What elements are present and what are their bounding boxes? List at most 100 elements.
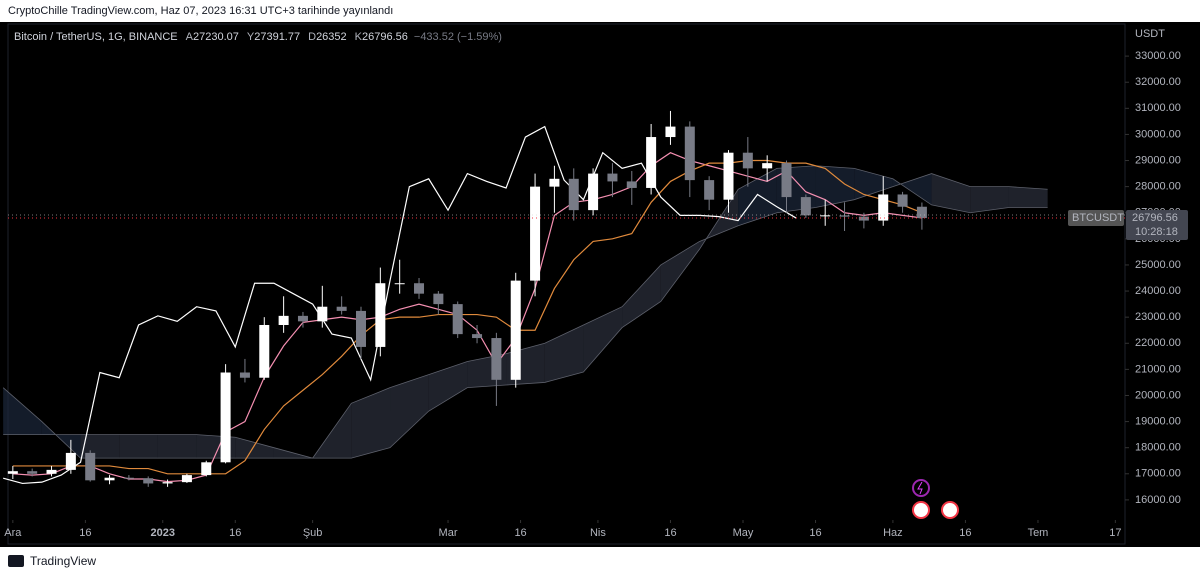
cloud-edge <box>3 173 1048 459</box>
price-badge-countdown: 10:28:18 <box>1135 226 1178 238</box>
candle-body <box>839 215 850 217</box>
candle-body <box>820 215 831 217</box>
candle-body <box>781 163 792 198</box>
x-tick-label: 16 <box>959 527 971 539</box>
x-tick-label: 16 <box>514 527 526 539</box>
candle-body <box>394 283 405 285</box>
candle-body <box>704 180 715 200</box>
candle-body <box>568 178 579 211</box>
candle-body <box>510 280 521 380</box>
chart: Bitcoin / TetherUS, 1G, BINANCE A27230.07… <box>0 22 1200 547</box>
legend-item: −433.52 (−1.59%) <box>414 31 502 43</box>
candle-body <box>239 372 250 378</box>
y-tick-label: 17000.00 <box>1135 468 1181 480</box>
cloud-segment <box>583 306 623 372</box>
candle-body <box>297 315 308 322</box>
candle-body <box>665 126 676 138</box>
legend-item: A <box>186 31 194 43</box>
y-tick-label: 30000.00 <box>1135 128 1181 140</box>
x-tick-label: 16 <box>809 527 821 539</box>
x-tick-label: Mar <box>439 527 458 539</box>
cloud-segment <box>235 437 274 459</box>
x-tick-label: 16 <box>79 527 91 539</box>
legend-item: Bitcoin / TetherUS, 1G, BINANCE <box>14 31 178 43</box>
cloud-segment <box>390 374 429 448</box>
x-tick-label: Haz <box>883 527 903 539</box>
candle-body <box>452 304 463 335</box>
x-tick-label: Ara <box>4 527 22 539</box>
candle-body <box>626 181 637 188</box>
candle-body <box>181 475 192 483</box>
legend: Bitcoin / TetherUS, 1G, BINANCE A27230.07… <box>14 31 502 43</box>
y-tick-label: 24000.00 <box>1135 285 1181 297</box>
cloud-segment <box>622 264 661 328</box>
candle-body <box>65 452 76 470</box>
indicator-line <box>12 159 923 475</box>
candle-body <box>7 471 18 474</box>
x-tick-label: Tem <box>1028 527 1049 539</box>
price-badge-value: 26796.56 <box>1132 212 1178 224</box>
candle-body <box>800 197 811 216</box>
cloud-segment <box>854 168 893 200</box>
price-badge <box>1126 210 1188 241</box>
chart-background <box>0 22 1200 547</box>
y-tick-label: 21000.00 <box>1135 363 1181 375</box>
event-icons <box>912 479 959 519</box>
candle-body <box>259 324 270 378</box>
legend-item: 26796.56 <box>362 31 408 43</box>
event-icon[interactable] <box>941 501 959 519</box>
cloud-segment <box>660 241 700 302</box>
candle-body <box>27 471 38 474</box>
cloud-segment <box>428 361 468 412</box>
event-icon[interactable] <box>912 501 930 519</box>
legend-item: Y <box>247 31 255 43</box>
candle-body <box>104 477 115 481</box>
y-tick-label: 32000.00 <box>1135 76 1181 88</box>
candle-body <box>530 186 541 281</box>
candle-body <box>858 216 869 221</box>
x-tick-label: 2023 <box>150 527 174 539</box>
x-tick-label: 16 <box>229 527 241 539</box>
candle-body <box>336 306 347 311</box>
candle-body <box>472 334 483 339</box>
cloud-edge <box>2 165 1048 459</box>
legend-item: 26352 <box>316 31 347 43</box>
indicator-line <box>12 152 922 483</box>
cloud-segment <box>3 387 42 435</box>
candle-body <box>897 194 908 207</box>
logo <box>8 555 24 567</box>
cloud-segment <box>351 387 391 459</box>
y-tick-label: 31000.00 <box>1135 102 1181 114</box>
candle-body <box>143 478 154 484</box>
event-icon-glyph <box>917 481 923 495</box>
cloud-segment <box>815 165 855 208</box>
candle-body <box>916 206 927 219</box>
candle-body <box>162 482 173 484</box>
y-tick-label: 19000.00 <box>1135 415 1181 427</box>
cloud-segment <box>119 434 158 459</box>
plot-frame <box>7 23 1126 545</box>
candle-body <box>878 194 889 221</box>
candle-body <box>278 315 289 325</box>
event-icon[interactable] <box>912 479 930 497</box>
candle-body <box>414 283 425 294</box>
cloud-segment <box>544 324 584 383</box>
legend-item: 27230.07 <box>193 31 239 43</box>
symbol-badge-label: BTCUSDT <box>1072 212 1124 224</box>
y-tick-label: 18000.00 <box>1135 442 1181 454</box>
candle-body <box>491 338 502 380</box>
candle-body <box>646 137 657 188</box>
candle-body <box>684 126 695 181</box>
legend-item: K <box>355 31 363 43</box>
candle-body <box>762 163 773 169</box>
brand: TradingView <box>30 554 97 568</box>
candle-body <box>723 152 734 200</box>
x-tick-label: May <box>733 527 754 539</box>
x-tick-label: 16 <box>664 527 676 539</box>
candle-body <box>588 173 599 211</box>
cloud-segment <box>157 434 197 459</box>
candle-body <box>375 283 386 347</box>
candle-body <box>742 152 753 169</box>
cloud-segment <box>970 186 1009 213</box>
x-tick-label: Nis <box>590 527 606 539</box>
